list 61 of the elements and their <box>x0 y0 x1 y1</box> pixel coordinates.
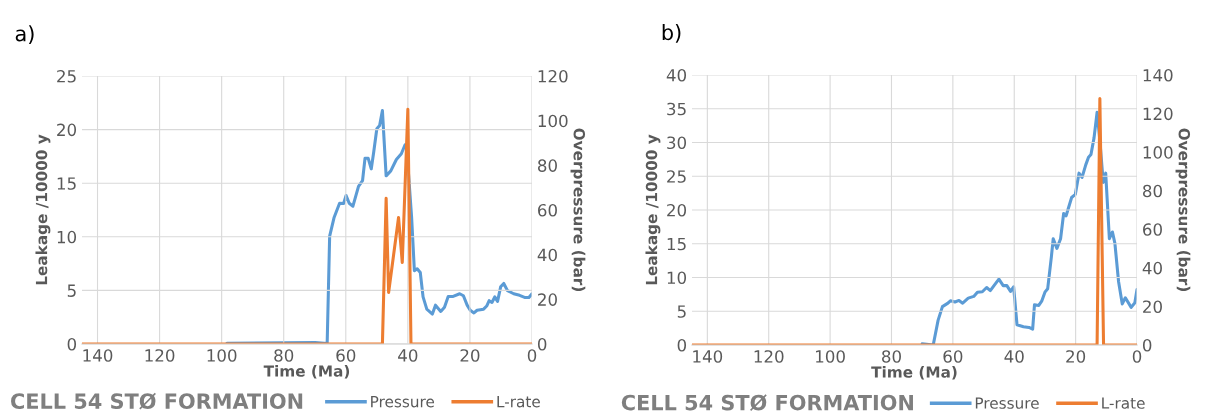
y2-tick-label: 60 <box>1143 223 1162 236</box>
y2-tick-label: 20 <box>538 293 557 306</box>
y-tick-label: 5 <box>67 284 76 297</box>
y2-tick-label: 80 <box>537 159 557 172</box>
y2-tick-label: 40 <box>1142 261 1162 275</box>
y-tick-label: 10 <box>57 230 77 244</box>
y2-tick-label: 120 <box>538 69 568 83</box>
text: CELL 54 STØ FORMATION <box>11 392 303 410</box>
y2-tick-label: 80 <box>1142 184 1162 198</box>
y-tick-label: 0 <box>677 338 687 352</box>
x-tick-label: 80 <box>882 350 901 363</box>
y2-tick-label: 100 <box>538 114 568 128</box>
y-axis-title: Leakage /10000 y <box>35 134 51 285</box>
y2-tick-label: 0 <box>1142 338 1152 352</box>
y-tick-label: 20 <box>667 203 687 217</box>
y-tick-label: 35 <box>667 102 686 116</box>
x-tick-label: 140 <box>83 349 113 362</box>
x-tick-label: 80 <box>274 349 294 362</box>
x-tick-label: 40 <box>1004 350 1024 363</box>
legend-label: L-rate <box>497 396 540 408</box>
x-tick-label: 120 <box>145 349 175 362</box>
y2-axis-title: Overpressure (bar) <box>1175 128 1191 292</box>
x-axis-title: Time (Ma) <box>263 364 350 379</box>
y-tick-label: 15 <box>57 177 76 190</box>
y2-tick-label: 120 <box>1143 107 1173 121</box>
text: CELL 54 STØ FORMATION <box>621 394 913 411</box>
x-tick-label: 100 <box>207 349 237 362</box>
x-tick-label: 120 <box>754 350 784 363</box>
x-axis-title: Time (Ma) <box>871 365 957 380</box>
y-tick-label: 25 <box>667 170 686 183</box>
line-series <box>920 110 1137 345</box>
y-tick-label: 30 <box>667 136 687 150</box>
x-tick-label: 20 <box>1066 350 1086 363</box>
y2-tick-label: 140 <box>1143 68 1173 82</box>
x-tick-label: 0 <box>1132 350 1142 363</box>
x-tick-label: 40 <box>398 349 418 362</box>
y2-tick-label: 0 <box>537 337 547 351</box>
y2-tick-label: 20 <box>1143 300 1162 313</box>
legend-label: Pressure <box>975 397 1039 409</box>
y-tick-label: 15 <box>667 237 686 251</box>
y-tick-label: 10 <box>667 271 687 285</box>
chart-title: a) <box>15 25 34 44</box>
x-tick-label: 60 <box>943 350 963 363</box>
y-tick-label: 40 <box>666 68 687 82</box>
y-tick-label: 0 <box>67 337 77 351</box>
x-tick-label: 20 <box>460 349 480 362</box>
y-axis-title: Leakage /10000 y <box>645 134 661 285</box>
y-tick-label: 25 <box>57 69 76 83</box>
x-tick-label: 140 <box>693 350 723 363</box>
y2-axis-title: Overpressure (bar) <box>570 128 586 292</box>
legend-label: L-rate <box>1102 397 1145 409</box>
y2-tick-label: 40 <box>537 248 557 262</box>
y-tick-label: 20 <box>57 123 77 137</box>
y2-tick-label: 100 <box>1143 146 1173 159</box>
chart-title: b) <box>662 24 681 43</box>
y-tick-label: 5 <box>677 305 686 318</box>
legend-label: Pressure <box>371 396 435 408</box>
x-tick-label: 100 <box>816 350 845 363</box>
x-tick-label: 0 <box>527 349 537 362</box>
y2-tick-label: 60 <box>538 203 557 217</box>
x-tick-label: 60 <box>336 349 356 362</box>
